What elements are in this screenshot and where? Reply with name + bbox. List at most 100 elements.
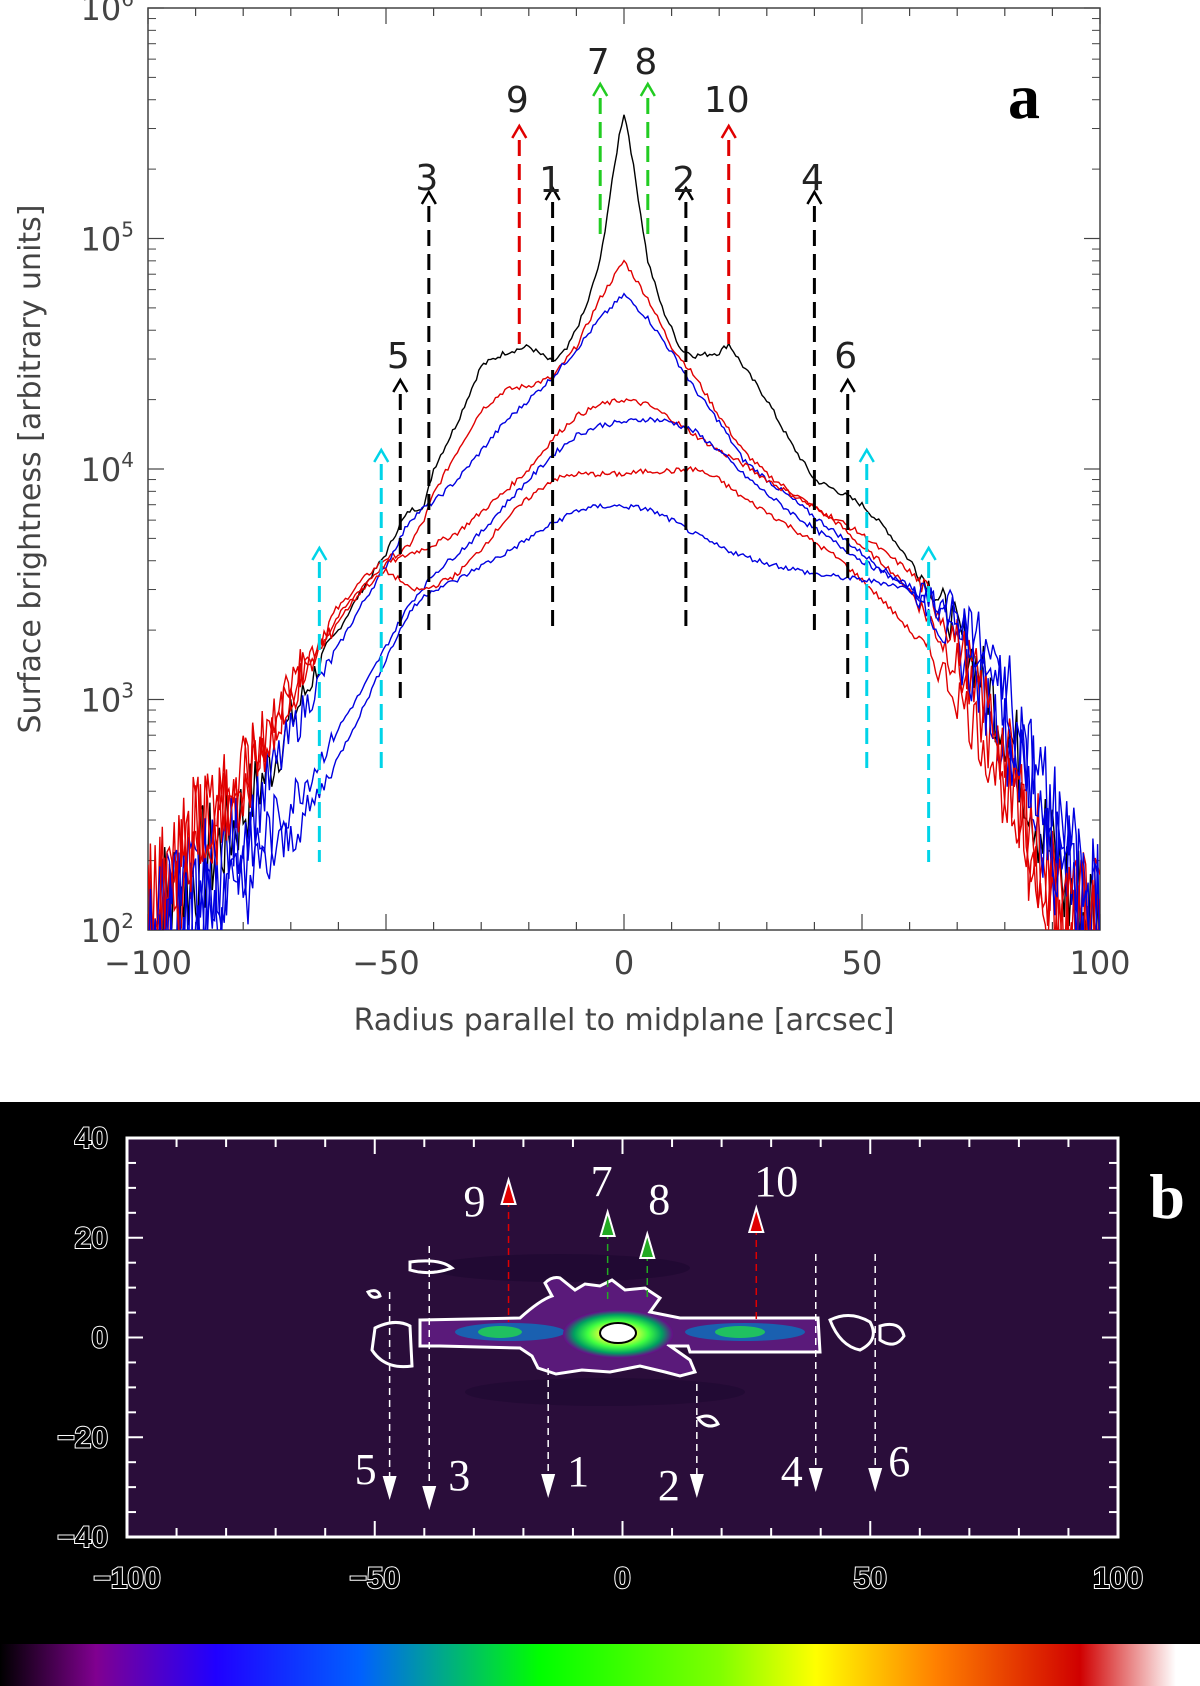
panel-b: −100 −50 0 50 100 40 20 0 −20 −40 1 2 3 4 5 6 7 8 9 10 b: [0, 1102, 1200, 1686]
marker-label: 7: [587, 42, 610, 83]
profile-blue-1-line: [148, 292, 1100, 930]
marker-label: 10: [704, 80, 750, 121]
y-tick-label: 103: [81, 679, 134, 720]
panel-label-a: a: [1008, 61, 1040, 132]
marker-arrows-b: 1 2 3 4 5 6 7 8 9 10: [355, 1157, 910, 1510]
y-tick-label: −20: [57, 1421, 108, 1454]
marker-arrowhead: [638, 1230, 656, 1259]
marker-label: 6: [834, 336, 857, 377]
marker-label: 1: [539, 160, 562, 201]
marker-label: 2: [658, 1461, 680, 1510]
marker-arrowhead: [806, 189, 823, 205]
marker-label: 10: [754, 1157, 798, 1206]
dark-lane: [430, 1254, 690, 1282]
x-tick-label: 0: [614, 1562, 631, 1595]
marker-arrowhead: [420, 189, 437, 205]
marker-label: 4: [801, 158, 824, 199]
x-tick-label: 0: [614, 944, 634, 982]
marker-label: 4: [781, 1447, 803, 1496]
marker-arrowhead: [382, 1476, 397, 1500]
profile-red-1-line: [148, 259, 1100, 930]
small-contour: [365, 1289, 382, 1299]
y-tick-labels-b: 40 20 0 −20 −40: [56, 1121, 109, 1555]
axis-ticks-a: [147, 7, 1101, 931]
marker-arrowhead: [500, 1176, 517, 1205]
marker-label: 5: [387, 336, 410, 377]
plot-frame-a: [147, 7, 1101, 931]
x-tick-label: 50: [854, 1562, 887, 1595]
marker-arrowhead: [868, 1468, 883, 1492]
marker-label: 8: [634, 42, 657, 83]
core-peak: [599, 1322, 637, 1344]
y-tick-label: 0: [91, 1322, 108, 1355]
x-tick-label: 100: [1093, 1562, 1143, 1595]
emission-blob: [715, 1326, 765, 1338]
y-tick-label: −40: [57, 1521, 108, 1554]
profile-red-3-line: [148, 465, 1100, 930]
marker-label: 6: [888, 1437, 910, 1486]
x-tick-label: −100: [104, 944, 192, 982]
marker-label: 1: [567, 1447, 589, 1496]
y-tick-label: 104: [81, 448, 134, 489]
x-tick-labels-b: −100 −50 0 50 100: [92, 1561, 1144, 1596]
marker-label: 2: [672, 160, 695, 201]
x-tick-labels-a: −100 −50 0 50 100: [104, 944, 1130, 982]
x-tick-label: −50: [352, 944, 420, 982]
marker-arrowhead: [544, 185, 561, 201]
small-contour: [695, 1414, 721, 1428]
x-tick-label: −50: [349, 1562, 400, 1595]
marker-arrowhead: [720, 123, 737, 139]
marker-arrowhead: [311, 545, 328, 561]
dark-lane: [465, 1378, 745, 1406]
x-axis-label: Radius parallel to midplane [arcsec]: [354, 1003, 895, 1038]
x-tick-label: 50: [842, 944, 883, 982]
marker-arrowhead: [858, 447, 875, 463]
y-tick-label: 20: [75, 1222, 108, 1255]
y-tick-label: 105: [81, 218, 134, 259]
small-contour: [828, 1314, 875, 1352]
marker-arrowhead: [808, 1468, 823, 1492]
marker-label: 3: [448, 1451, 470, 1500]
series-group: [148, 114, 1100, 930]
marker-arrowhead: [392, 377, 409, 393]
small-contour: [408, 1259, 455, 1275]
x-tick-label: −100: [93, 1562, 161, 1595]
marker-arrowhead: [511, 123, 528, 139]
y-tick-label: 40: [75, 1122, 108, 1155]
marker-label: 9: [464, 1177, 486, 1226]
marker-arrowhead: [689, 1474, 704, 1498]
marker-arrowhead: [677, 185, 694, 201]
marker-arrowhead: [639, 81, 656, 97]
profile-blue-2-line: [148, 416, 1098, 930]
profile-red-2-line: [148, 398, 1100, 930]
colorbar: [0, 1644, 1200, 1686]
axis-ticks-b: [126, 1137, 1119, 1538]
panel-label-b: b: [1149, 1161, 1185, 1232]
marker-arrowhead: [541, 1474, 556, 1498]
marker-label: 8: [648, 1175, 670, 1224]
y-tick-label: 106: [81, 0, 134, 28]
marker-label: 9: [506, 80, 529, 121]
marker-arrowhead: [599, 1208, 616, 1237]
emission-blob: [478, 1326, 522, 1338]
galaxy-emission: [365, 1259, 906, 1428]
marker-arrowhead: [839, 377, 856, 393]
marker-label: 5: [355, 1445, 377, 1494]
profile-black-line: [148, 114, 1100, 930]
small-contour: [878, 1322, 906, 1346]
marker-arrowhead: [920, 545, 937, 561]
marker-arrowhead: [592, 81, 609, 97]
marker-label: 7: [591, 1157, 613, 1206]
x-tick-label: 100: [1069, 944, 1130, 982]
marker-arrowhead: [422, 1486, 437, 1510]
y-axis-label: Surface brightness [arbitrary units]: [13, 205, 48, 734]
marker-label: 3: [415, 158, 438, 199]
marker-arrowhead: [747, 1204, 765, 1233]
marker-arrowhead: [373, 447, 390, 463]
profile-blue-3-line: [148, 502, 1100, 930]
y-tick-label: 102: [81, 909, 134, 950]
y-tick-labels-a: 102 103 104 105 106: [81, 0, 134, 950]
marker-arrows-a: 1 2 3 4 5 6 7 8 9 10: [311, 42, 937, 862]
